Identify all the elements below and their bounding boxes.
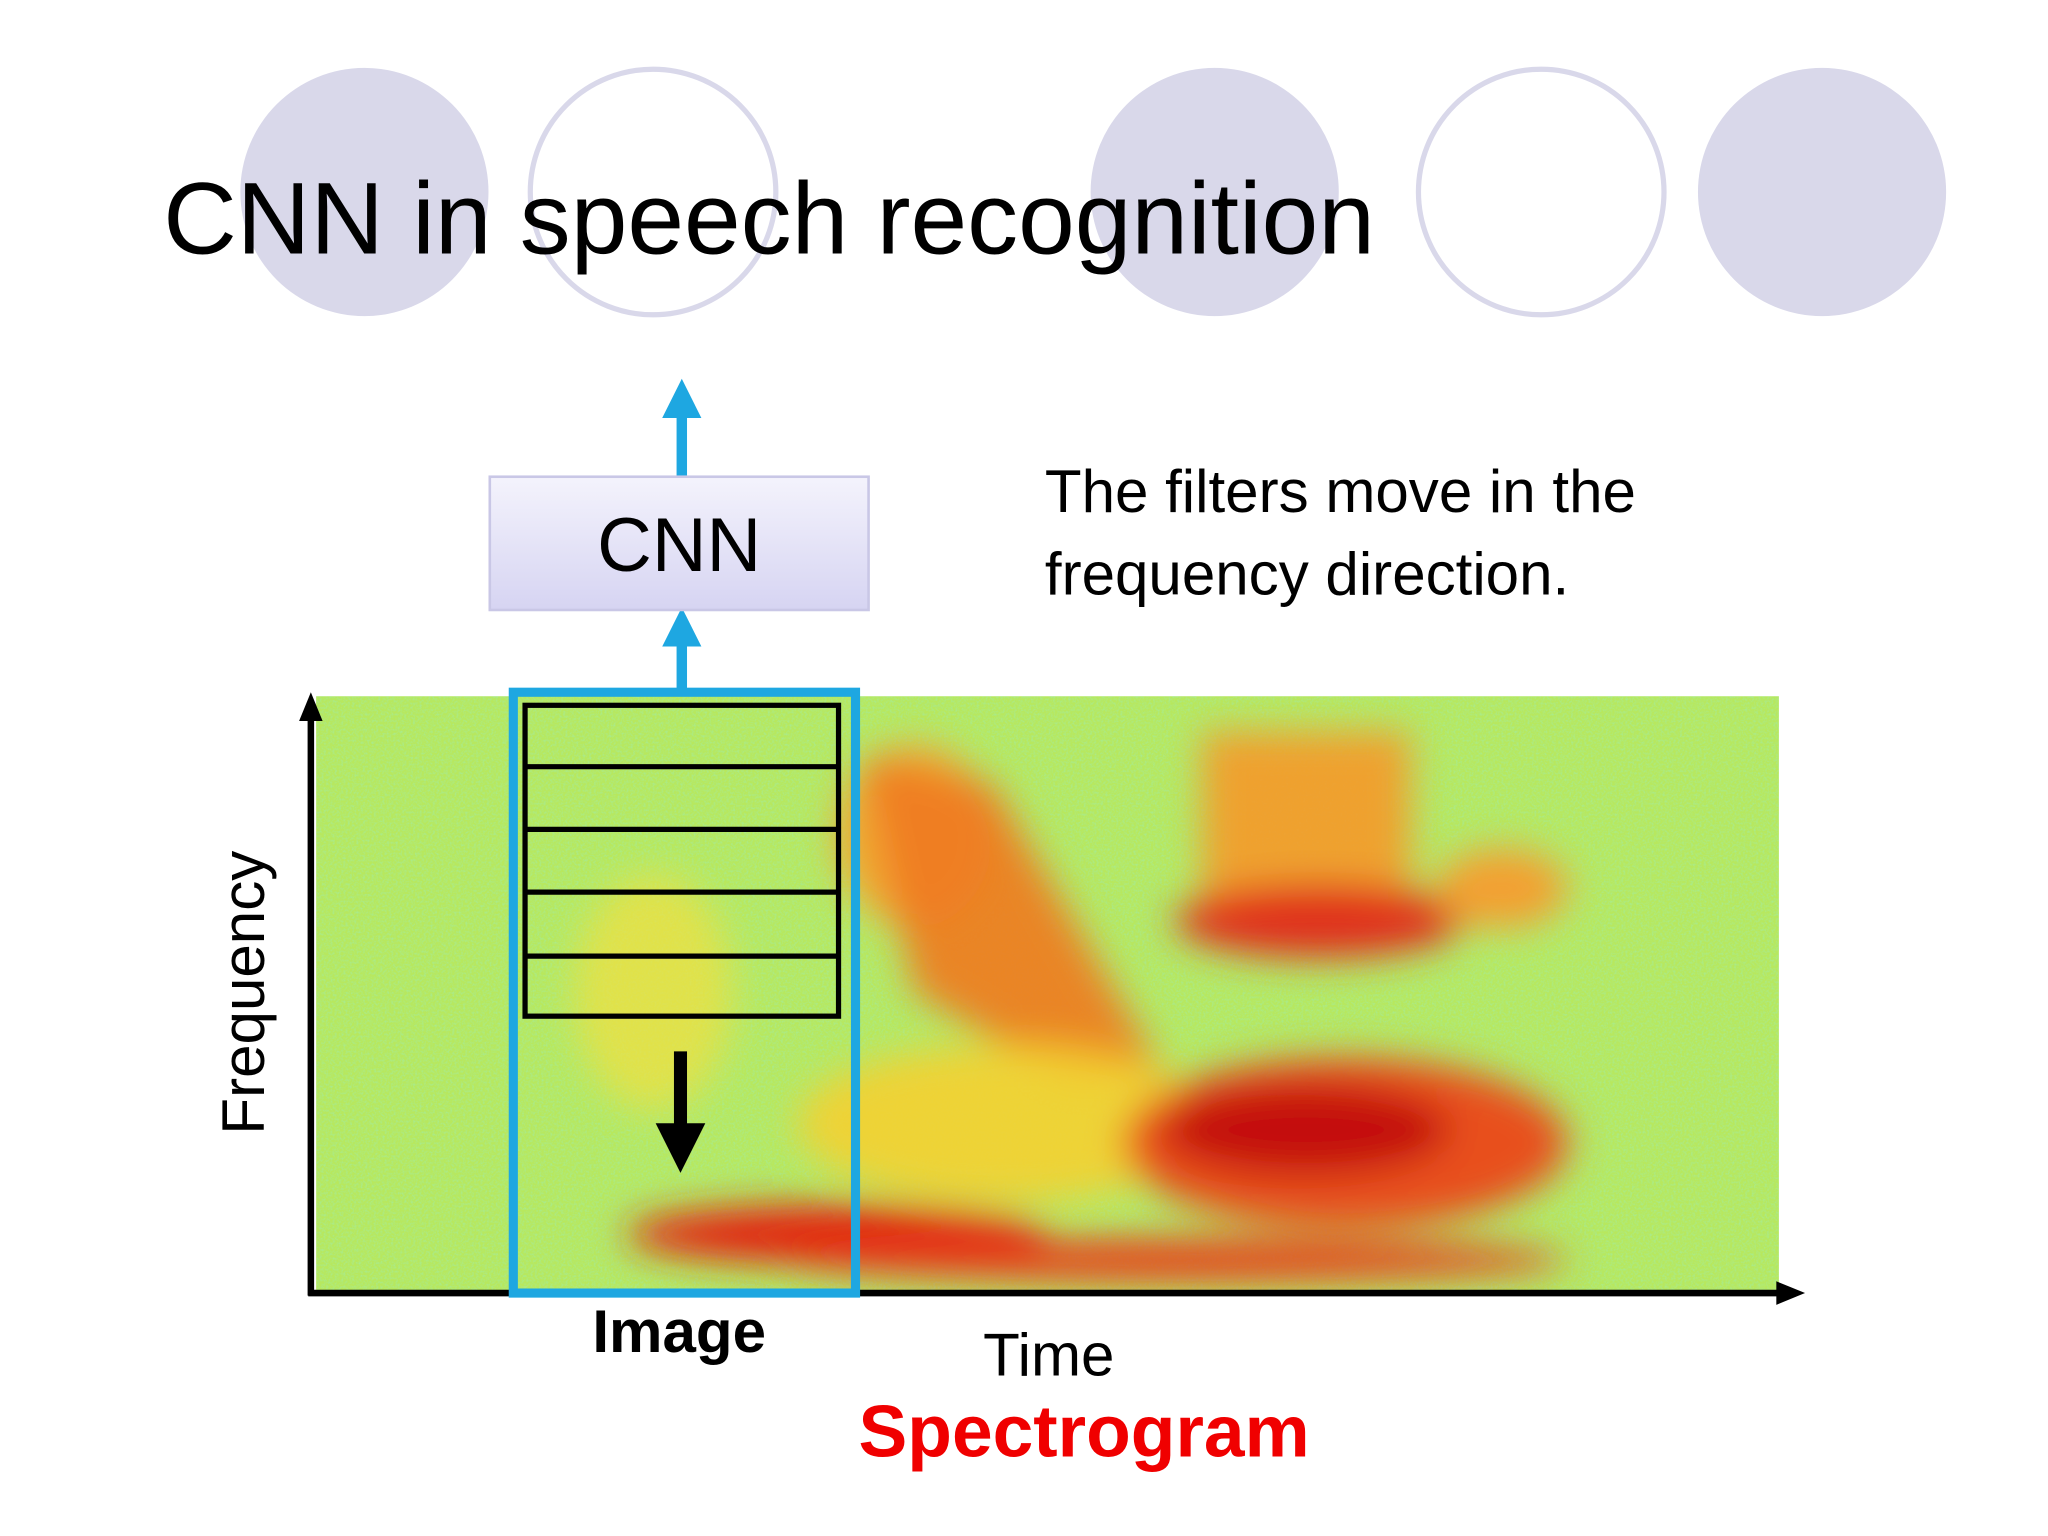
window-label: Image [592, 1298, 766, 1365]
window-frame [508, 687, 861, 1298]
caption: Spectrogram [859, 1391, 1310, 1472]
decor-circles [240, 66, 1947, 318]
slide-title: CNN in speech recognition [163, 161, 1375, 275]
cnn-label: CNN [597, 503, 761, 588]
spectrogram [316, 696, 1779, 1294]
down-arrow [655, 1051, 706, 1173]
note-line: The filters move in the [1045, 458, 1636, 525]
note-line: frequency direction. [1045, 540, 1569, 607]
y-axis-label: Frequency [210, 851, 277, 1135]
flow-arrows [662, 378, 702, 693]
cnn-box [488, 475, 870, 612]
x-axis-label: Time [983, 1321, 1114, 1388]
filters [522, 702, 842, 1019]
